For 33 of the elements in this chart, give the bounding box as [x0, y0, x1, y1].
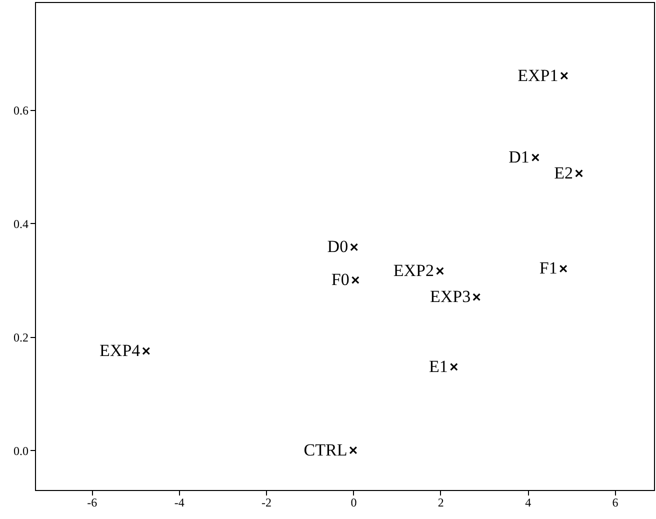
y-tick-label: 0.4 [14, 216, 28, 231]
point [142, 347, 150, 355]
point [350, 243, 358, 252]
annotation: CTRL [304, 440, 348, 460]
annotation: EXP3 [430, 287, 471, 306]
point [351, 276, 360, 284]
y-tick-label: 0.0 [14, 444, 28, 458]
x-tick-label: 2 [438, 496, 444, 510]
point [575, 169, 583, 178]
point [560, 72, 568, 80]
annotation: F0 [331, 270, 350, 290]
point [531, 154, 540, 162]
annotation: D0 [327, 237, 348, 256]
annotation: E1 [429, 356, 448, 376]
y-tick-label: 0.2 [14, 330, 28, 344]
annotation: D1 [508, 147, 530, 166]
annotation: E2 [554, 163, 574, 182]
x-tick-label: 0 [350, 496, 357, 510]
x-tick-label: 6 [612, 496, 618, 510]
x-tick-label: -2 [262, 496, 272, 510]
point [349, 446, 358, 454]
x-tick-label: -6 [87, 496, 98, 510]
x-tick-label: -4 [174, 496, 184, 510]
annotation: EXP2 [393, 260, 434, 280]
point [472, 293, 481, 302]
annotation: EXP1 [518, 66, 558, 85]
point [450, 362, 458, 371]
annotation: EXP4 [100, 340, 141, 360]
point [559, 264, 568, 273]
x-tick-label: 4 [525, 496, 532, 510]
annotation: F1 [539, 258, 558, 278]
y-tick-label: 0.6 [14, 103, 28, 118]
point [436, 267, 444, 275]
